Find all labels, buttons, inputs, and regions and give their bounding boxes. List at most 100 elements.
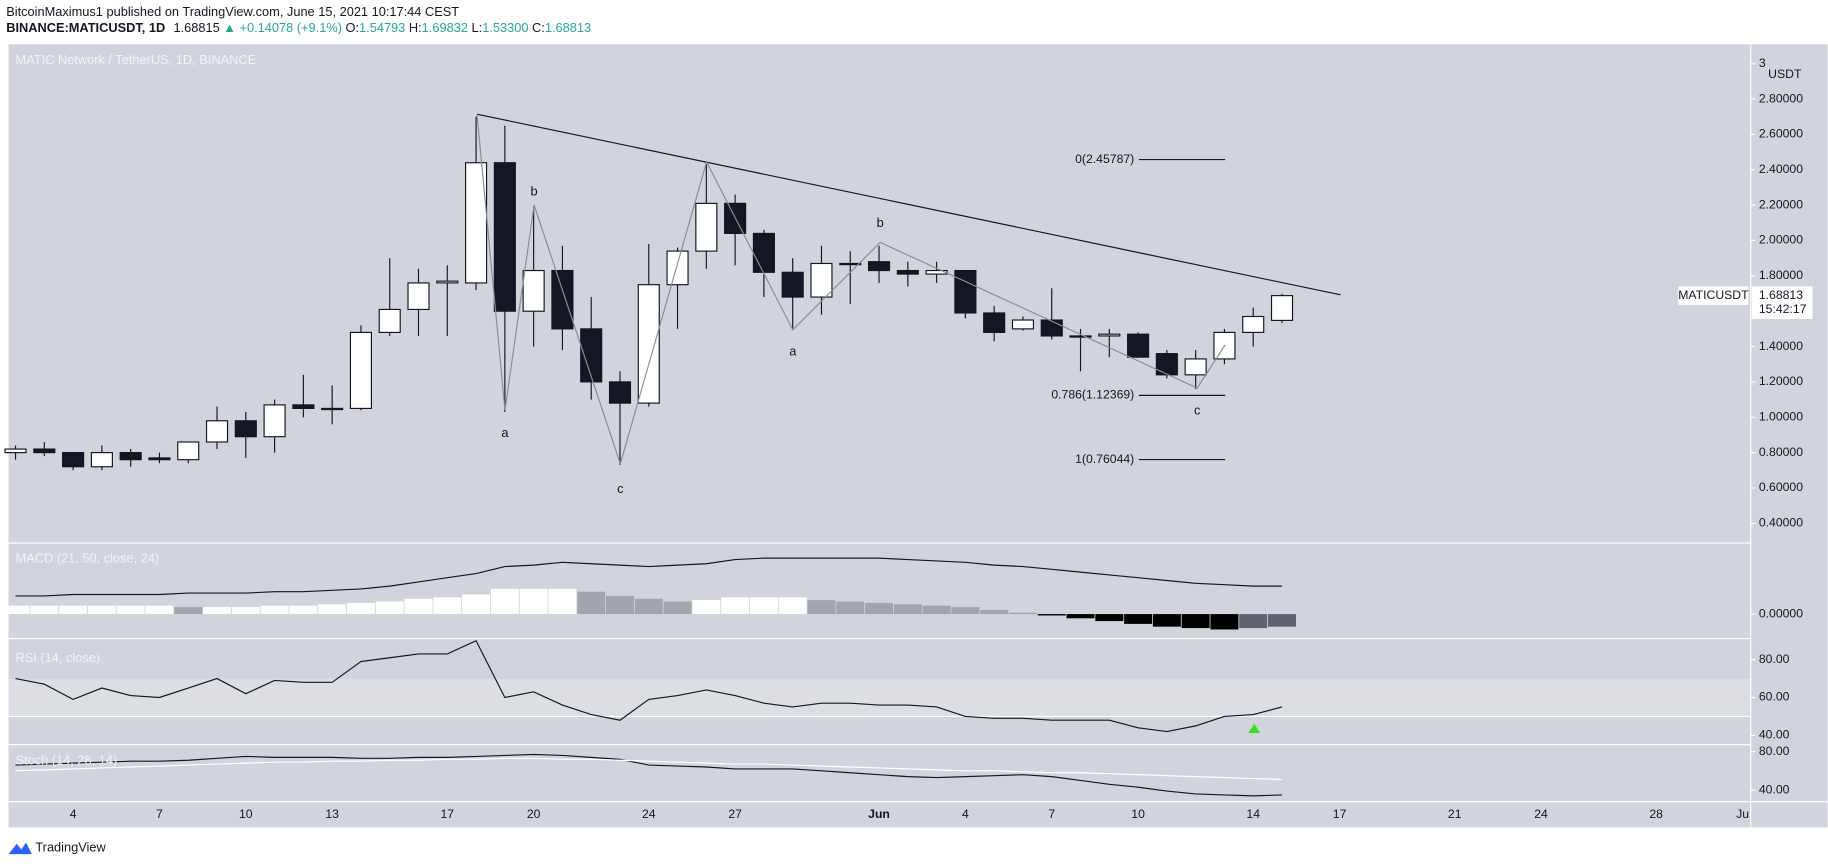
candle-body [896,269,919,275]
macd-histogram-bar [404,598,433,615]
tradingview-logo [8,842,32,855]
rsi-band [8,678,1751,717]
macd-histogram-bar [807,600,836,615]
x-tick-label: 27 [728,807,742,821]
y-tick-label: 2.20000 [1759,197,1803,211]
y-tick-label: 3 [1759,56,1766,70]
macd-histogram-bar [519,588,548,615]
candle-body [465,162,488,284]
symbol: BINANCE:MATICUSDT, 1D [6,21,165,36]
wave-count [476,114,1226,466]
open-label: O: [346,21,360,36]
signal-arrow [1248,723,1261,733]
high-value: 1.69832 [422,21,468,36]
candle-body [1155,353,1178,376]
candle-body [1127,333,1150,358]
y-tick-label: 60.00 [1759,690,1790,704]
macd-histogram-bar [1268,614,1296,627]
wave-label: a [501,425,509,440]
x-tick-label: 28 [1649,807,1663,821]
macd-histogram-bar [433,597,462,615]
candle-body [551,269,574,330]
macd-histogram-bar [346,602,375,615]
last-price: 1.68815 [173,21,219,36]
candle-body [1242,315,1265,333]
macd-histogram-bar [634,598,663,615]
wave-label: c [617,481,624,496]
high-label: H: [409,21,422,36]
x-tick-label: 20 [527,807,541,821]
y-tick-label: 80.00 [1759,744,1790,758]
candle-body [954,269,977,314]
stoch-line [15,757,1283,781]
low-label: L: [472,21,483,36]
macd-line [15,557,1283,597]
open-value: 1.54793 [359,21,405,36]
macd-histogram-bar [116,605,145,615]
y-tick-label: 40.00 [1759,728,1790,742]
macd-histogram-bar [749,597,778,615]
macd-histogram-bar [836,601,865,615]
candle-body [983,312,1006,333]
macd-histogram-bar [692,600,721,615]
y-tick-label: 1.80000 [1759,268,1803,282]
x-tick-label: 17 [1333,807,1347,821]
candle-body [637,284,660,404]
candle-body [752,232,775,273]
y-tick-label: 0.00000 [1759,606,1803,620]
candle-body [925,269,948,275]
close-label: C: [532,21,545,36]
wave-label: c [1194,403,1201,418]
x-tick-label: 14 [1246,807,1260,821]
macd-histogram-bar [1210,614,1239,630]
y-tick-label: 2.60000 [1759,127,1803,141]
trendline [476,113,1341,296]
macd-histogram-bar [980,609,1009,615]
macd-histogram-bar [865,602,894,615]
up-arrow: ▲ [223,21,236,36]
candle-body [580,328,603,383]
candle-body [1069,335,1092,338]
rsi-line [15,639,1283,733]
fib-label: 0(2.45787) [1075,152,1134,166]
macd-histogram-bar [145,605,174,615]
y-tick-label: 2.00000 [1759,233,1803,247]
candle-body [1040,319,1063,337]
fib-label: 0.786(1.12369) [1051,388,1134,402]
stoch-line [15,753,1283,797]
symbol-tag-text: MATICUSDT [1678,288,1749,302]
macd-histogram-bar [174,607,203,615]
pane-title: RSI (14, close) [16,650,101,665]
pane-title: MATIC Network / TetherUS, 1D, BINANCE [16,52,257,67]
macd-histogram-bar [1181,614,1210,629]
candle-body [695,202,718,252]
candle-body [33,448,56,454]
fib-label: 1(0.76044) [1075,452,1134,466]
x-tick-label: 7 [1048,807,1055,821]
candle-body [177,441,200,461]
macd-histogram-bar [30,605,59,615]
x-tick-label: 24 [1534,807,1548,821]
price-tag-value: 1.68813 [1759,288,1803,302]
macd-histogram-bar [922,605,951,615]
macd-histogram-bar [1124,614,1153,624]
macd-histogram-bar [1095,614,1124,622]
candle-body [263,404,286,438]
macd-histogram-bar [59,605,88,615]
candle-body [1098,333,1121,337]
macd-histogram-bar [490,588,519,615]
candle-body [349,331,373,410]
y-tick-label: 1.40000 [1759,339,1803,353]
publisher-line: BitcoinMaximus1 published on TradingView… [6,4,459,19]
symbol-tag [1678,286,1749,305]
macd-histogram-bar [606,595,634,615]
pane-title: Stoch (14, 28, 14) [16,752,118,767]
macd-histogram-bar [375,601,404,615]
macd-histogram-bar [893,604,922,615]
price-change: +0.14078 (+9.1%) [240,21,342,36]
candle-body [1184,358,1207,376]
x-tick-label: 24 [642,807,656,821]
candle-body [119,452,142,461]
y-tick-label: 0.60000 [1759,480,1803,494]
macd-histogram-bar [1,605,30,615]
